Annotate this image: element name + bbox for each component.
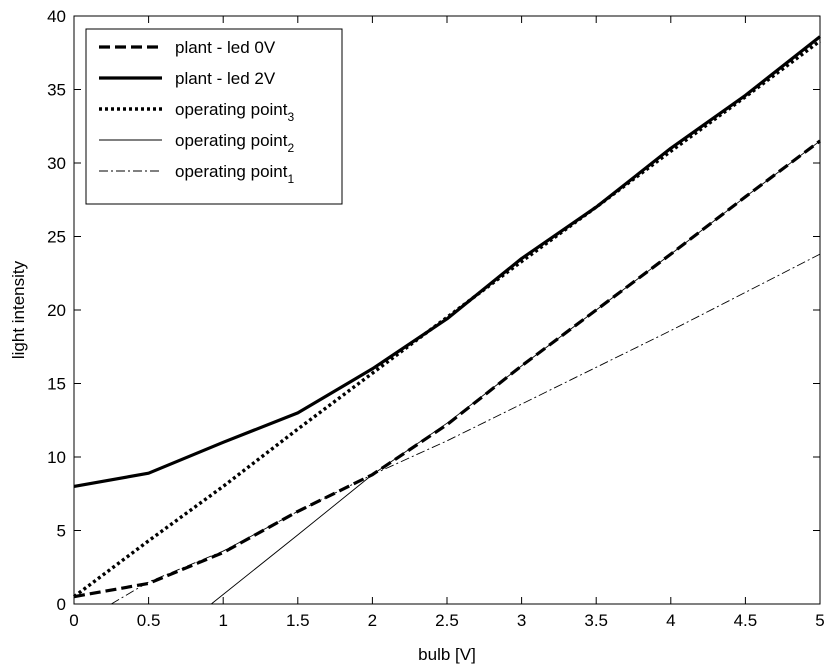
legend-label-5: operating point1: [175, 162, 294, 186]
y-tick-labels: 0 5 10 15 20 25 30 35 40: [47, 7, 66, 614]
x-tick-label: 1: [218, 611, 227, 630]
legend: plant - led 0V plant - led 2V operating po…: [85, 28, 343, 205]
legend-label-subscript: 3: [287, 110, 294, 124]
plot-series: [72, 35, 822, 605]
x-tick-label: 2.5: [435, 611, 459, 630]
x-axis-label: bulb [V]: [418, 645, 476, 664]
x-tick-label: 3.5: [584, 611, 608, 630]
y-tick-label: 20: [47, 301, 66, 320]
x-tick-label: 2: [368, 611, 377, 630]
series-line-2: [73, 35, 821, 488]
x-tick-label: 4.5: [734, 611, 758, 630]
y-tick-label: 15: [47, 375, 66, 394]
legend-label-3: operating point3: [175, 100, 294, 124]
x-tick-label: 5: [815, 611, 824, 630]
legend-label-2: plant - led 2V: [175, 69, 276, 88]
x-tick-label: 0.5: [137, 611, 161, 630]
legend-label-text: plant - led 2V: [175, 69, 276, 88]
y-axis-label: light intensity: [9, 260, 28, 359]
legend-label-text: plant - led 0V: [175, 38, 276, 57]
legend-label-text: operating point: [175, 131, 288, 150]
y-tick-label: 5: [57, 522, 66, 541]
legend-box: [85, 28, 343, 205]
x-tick-label: 4: [666, 611, 675, 630]
x-tick-labels: 0 0.5 1 1.5 2 2.5 3 3.5 4 4.5 5: [69, 611, 824, 630]
series-line-5: [111, 253, 821, 605]
x-tick-label: 1.5: [286, 611, 310, 630]
y-tick-label: 0: [57, 595, 66, 614]
legend-label-text: operating point: [175, 100, 288, 119]
legend-label-1: plant - led 0V: [175, 38, 276, 57]
plot-frame: [73, 15, 821, 605]
series-line-3: [72, 39, 822, 599]
y-tick-label: 10: [47, 448, 66, 467]
series-line-4: [210, 140, 821, 605]
x-tick-label: 0: [69, 611, 78, 630]
x-tick-label: 3: [517, 611, 526, 630]
legend-label-subscript: 2: [287, 141, 294, 155]
legend-label-4: operating point2: [175, 131, 294, 155]
y-tick-label: 30: [47, 154, 66, 173]
legend-label-subscript: 1: [287, 172, 294, 186]
legend-label-text: operating point: [175, 162, 288, 181]
y-tick-label: 35: [47, 81, 66, 100]
series-line-1: [73, 139, 821, 599]
y-tick-label: 25: [47, 228, 66, 247]
y-tick-label: 40: [47, 7, 66, 26]
